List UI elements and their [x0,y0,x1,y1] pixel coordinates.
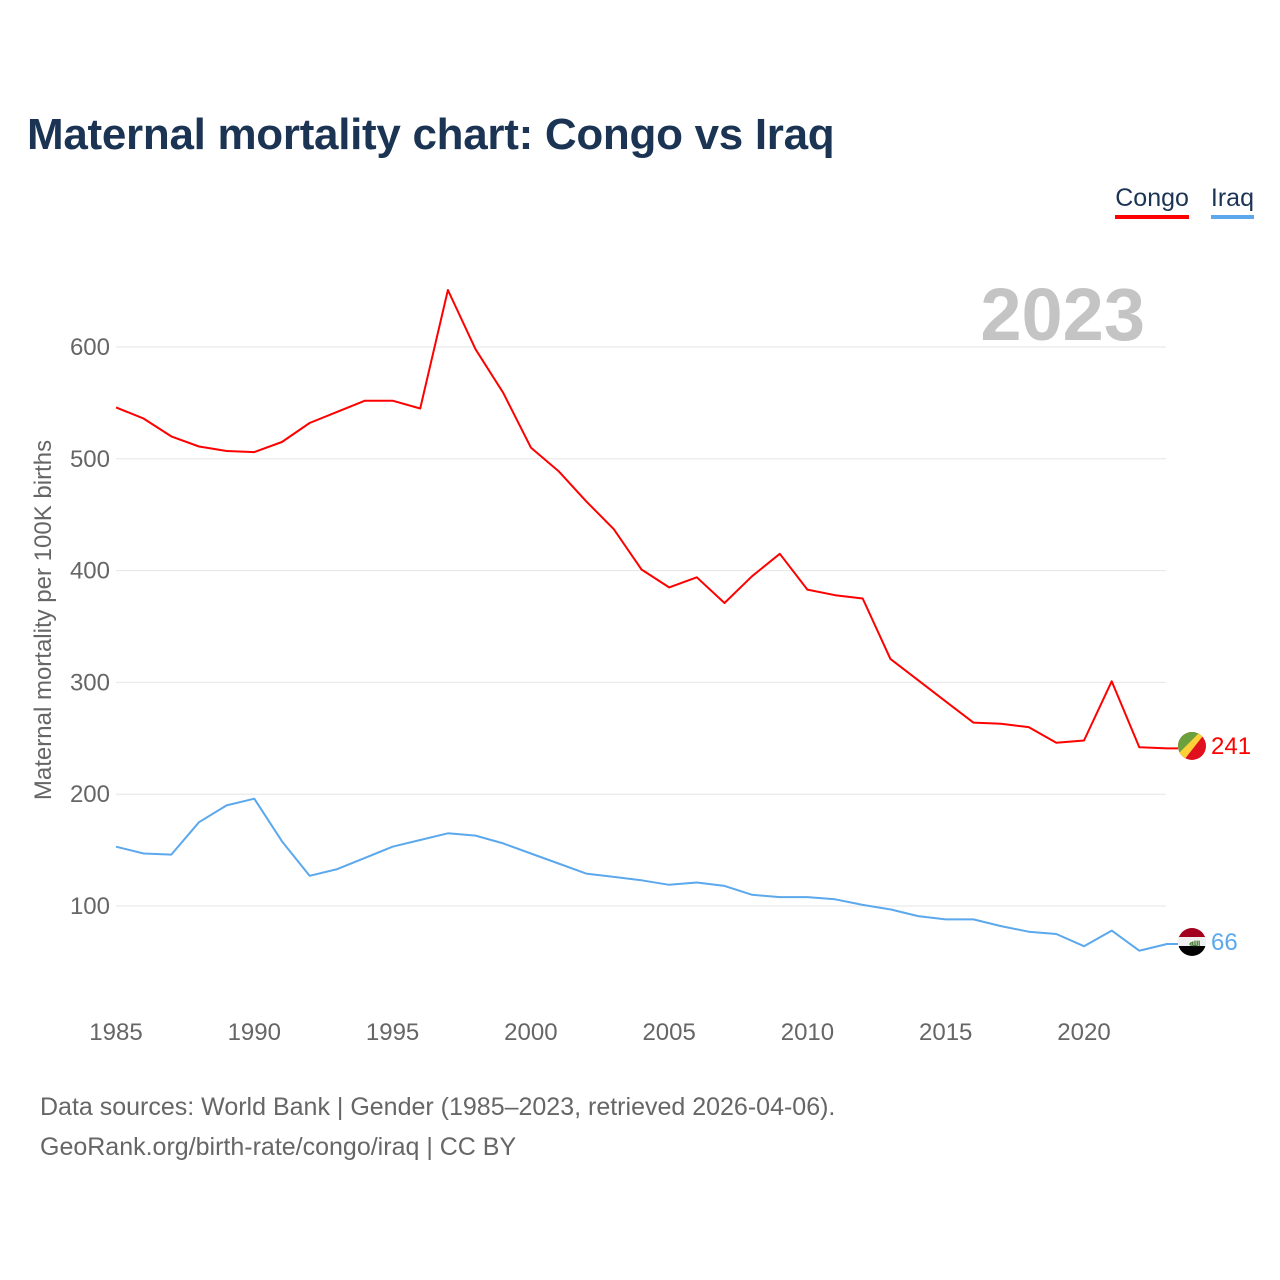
x-tick-label: 2005 [642,1019,695,1046]
y-tick-label: 200 [70,781,110,808]
year-watermark: 2023 [980,273,1145,356]
y-tick-label: 400 [70,558,110,585]
x-tick-label: 2010 [781,1019,834,1046]
y-tick-label: 500 [70,446,110,473]
x-tick-label: 2000 [504,1019,557,1046]
congo-series-line [115,289,1178,750]
y-tick-label: 300 [70,669,110,696]
chart-title: Maternal mortality chart: Congo vs Iraq [27,110,835,159]
y-tick-label: 100 [70,893,110,920]
congo-flag-icon [1178,732,1206,760]
y-axis-label: Maternal mortality per 100K births [30,440,57,800]
congo-end-label: 241 [1211,733,1251,760]
legend: Congo Iraq [1115,184,1254,219]
x-tick-label: 1990 [228,1019,281,1046]
x-tick-label: 1995 [366,1019,419,1046]
x-tick-label: 1985 [89,1019,142,1046]
y-tick-label: 600 [70,334,110,361]
legend-iraq[interactable]: Iraq [1210,184,1254,219]
iraq-flag-icon: ﷲ [1178,928,1206,956]
iraq-end-label: 66 [1211,929,1238,956]
x-tick-label: 2015 [919,1019,972,1046]
legend-congo[interactable]: Congo [1115,184,1189,219]
x-tick-label: 2020 [1057,1019,1110,1046]
source-link[interactable]: GeoRank.org/birth-rate/congo/iraq | CC B… [40,1133,517,1161]
iraq-series-line [115,797,1178,952]
data-source: Data sources: World Bank | Gender (1985–… [40,1093,836,1121]
footer: Data sources: World Bank | Gender (1985–… [40,1087,835,1167]
